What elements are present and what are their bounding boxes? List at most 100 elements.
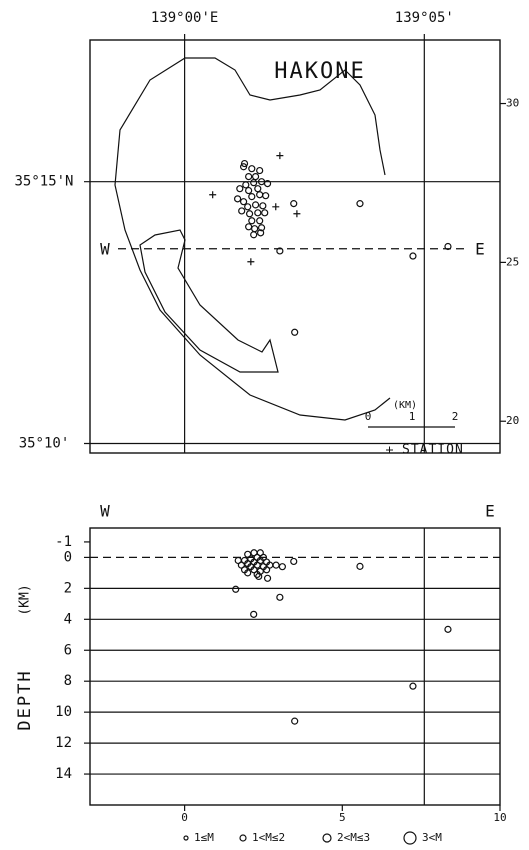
epicenter [248,165,256,173]
epicenter [245,223,253,231]
scale-label: 0 [365,410,372,423]
epicenter [251,173,260,181]
station [293,210,301,218]
legend-marker [386,446,393,454]
epicenter [291,328,299,336]
lake [139,229,279,373]
legend-label: 3<M [422,831,442,844]
epicenter [356,200,364,208]
epicenter [240,159,249,168]
epicenter [250,179,258,187]
legend-marker [322,833,332,843]
scale-label: 2 [452,410,459,423]
y-tick-label: 8 [64,673,72,689]
y-tick-label: 4 [64,611,72,627]
epicenter [257,229,265,237]
x-tick-label: 139°05' [395,10,454,26]
hypocenter [290,557,298,566]
legend-marker [239,834,247,842]
epicenter [236,185,244,193]
epicenter [239,163,248,171]
epicenter [234,195,242,203]
x-tick-label: 0 [181,811,188,824]
y2-tick-label: 25 [506,255,519,268]
epicenter [251,201,260,209]
hypocenter [409,682,417,690]
section-label: E [485,502,495,521]
epicenter [251,225,259,233]
station [247,258,255,266]
hypocenter [232,585,240,593]
section-label: W [100,240,110,259]
epicenter [256,191,264,199]
epicenter [245,173,253,181]
y-tick-label: 2 [64,580,72,596]
x-tick-label: 5 [339,811,346,824]
y-tick-label: 0 [64,549,72,565]
epicenter [250,231,258,239]
epicenter [245,210,254,218]
epicenter [444,242,452,251]
y2-tick-label: 20 [506,414,519,427]
hypocenter [263,574,272,582]
hypocenter [278,563,286,571]
epicenter [238,207,246,215]
epicenter [254,185,262,193]
y-tick-label: 14 [55,766,72,782]
epicenter [256,217,264,225]
scale-label: 1 [409,410,416,423]
epicenter [248,193,256,201]
epicenter [244,203,252,211]
legend-label: 1<M≤2 [252,831,285,844]
hypocenter [263,566,271,574]
coastline [114,57,391,421]
hypocenter [444,625,452,633]
scale-unit: (KM) [393,400,417,411]
epicenter [254,209,262,217]
epicenter [409,252,417,260]
hypocenter [255,572,263,581]
epicenter [262,192,270,200]
epicenter [245,186,253,195]
hypocenter [291,717,299,725]
epicenter [263,179,272,188]
epicenter [239,198,248,206]
y-tick-label: 6 [64,642,72,658]
legend-label: 2<M≤3 [337,831,370,844]
hypocenter [234,556,242,565]
section-label: E [475,240,485,259]
station [272,203,280,211]
station [276,152,284,160]
epicenter [242,181,250,189]
y-tick-label: 35°15'N [14,174,73,190]
y-tick-label: 35°10' [19,435,70,451]
hypocenter [250,610,258,618]
epicenter [290,200,298,208]
y-tick-label: 12 [55,735,72,751]
y-tick-label: 10 [55,704,72,720]
station [209,191,217,199]
epicenter [261,209,269,217]
legend-marker [403,831,417,845]
legend-label: 1≤M [194,831,214,844]
hypocenter [276,593,284,601]
epicenter [257,224,266,232]
y-tick-label: -1 [55,534,72,550]
x-tick-label: 10 [493,811,506,824]
section-frame [89,527,501,806]
map-frame [89,39,501,454]
hypocenter [253,570,261,579]
hypocenter [272,561,280,569]
epicenter [248,217,256,225]
hypocenter [356,562,364,570]
epicenter [256,166,264,175]
y-axis-unit: (KM) [18,584,33,615]
legend-marker [183,835,189,841]
y-axis-label: DEPTH [15,669,35,730]
x-tick-label: 139°00'E [151,10,218,26]
y2-tick-label: 30 [506,97,519,110]
map-title: HAKONE [274,59,365,84]
section-label: W [100,502,110,521]
hypocenter [244,569,252,577]
